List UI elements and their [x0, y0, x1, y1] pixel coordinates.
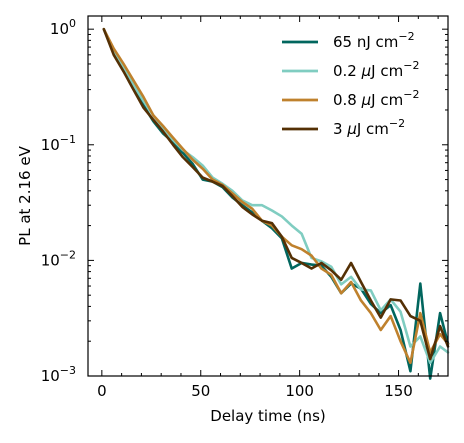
axis-ticks: 0 50 100 150 100 10−1 10−2 10−3 — [41, 16, 448, 400]
legend-label-0: 65 nJ cm−2 — [333, 30, 415, 51]
x-tick-label: 150 — [384, 382, 413, 400]
legend: 65 nJ cm−2 0.2 μJ cm−2 0.8 μJ cm−2 3 μJ cm−… — [282, 30, 419, 138]
legend-label-2: 0.8 μJ cm−2 — [333, 88, 419, 109]
y-tick-label: 100 — [50, 17, 76, 38]
y-tick-label: 10−1 — [41, 133, 76, 154]
plot-frame — [87, 15, 449, 377]
x-tick-label: 50 — [191, 382, 210, 400]
y-tick-label: 10−2 — [41, 248, 76, 269]
series-layer — [102, 27, 450, 380]
x-axis-label: Delay time (ns) — [210, 407, 325, 425]
y-tick-label: 10−3 — [41, 364, 76, 385]
x-tick-label: 100 — [285, 382, 314, 400]
legend-label-3: 3 μJ cm−2 — [333, 117, 405, 138]
series-line-0 — [102, 27, 450, 380]
y-axis-label: PL at 2.16 eV — [16, 145, 34, 245]
x-tick-label: 0 — [97, 382, 107, 400]
series-line-3 — [102, 27, 450, 361]
legend-label-1: 0.2 μJ cm−2 — [333, 59, 419, 80]
